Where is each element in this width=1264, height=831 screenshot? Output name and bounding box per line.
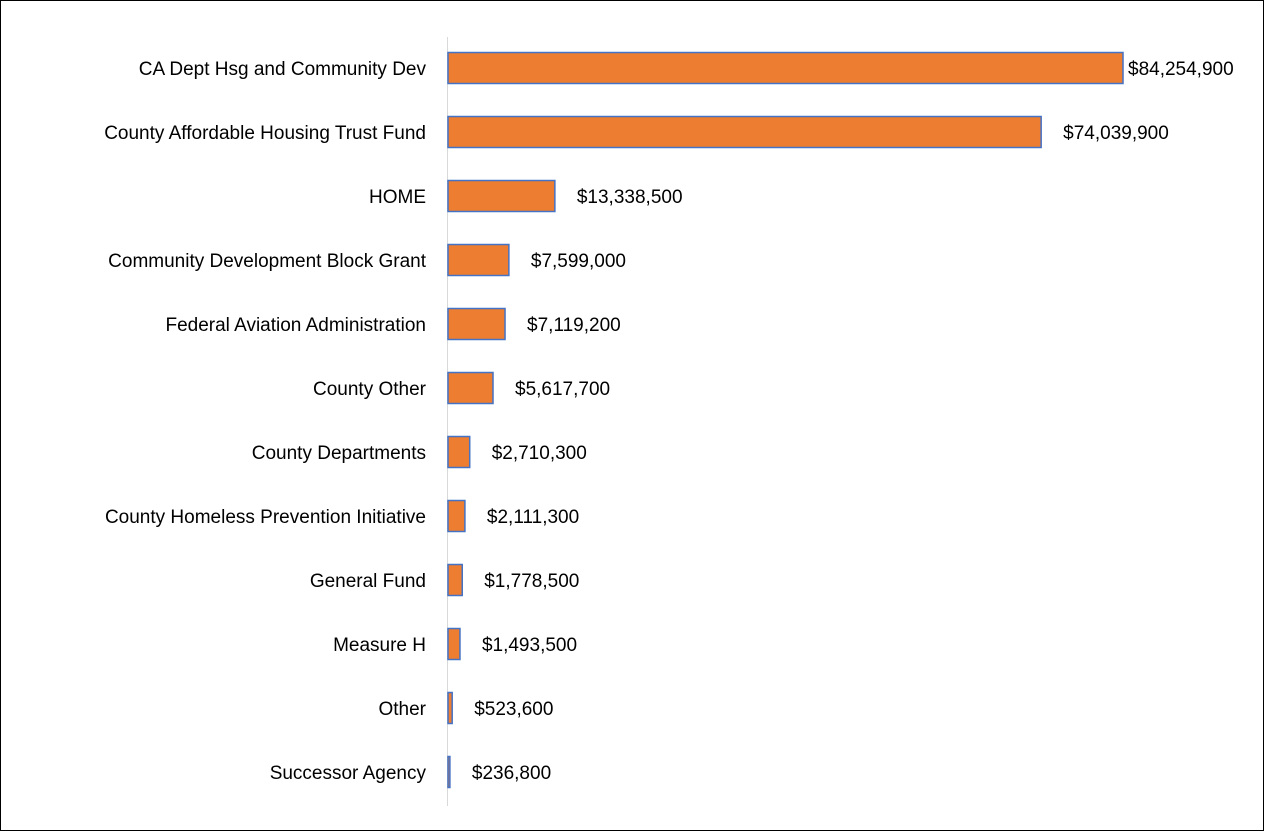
bars-layer xyxy=(447,51,1124,789)
value-label: $2,710,300 xyxy=(492,443,587,464)
bar-9 xyxy=(447,627,461,661)
bar-2 xyxy=(447,179,556,213)
category-label: Measure H xyxy=(333,635,426,656)
value-label: $84,254,900 xyxy=(1128,59,1234,80)
bar-8 xyxy=(447,563,463,597)
bar-3 xyxy=(447,243,510,277)
bar-10 xyxy=(447,691,453,725)
value-label: $236,800 xyxy=(472,763,551,784)
category-label: County Homeless Prevention Initiative xyxy=(105,507,426,528)
value-label: $74,039,900 xyxy=(1063,123,1169,144)
value-label: $1,493,500 xyxy=(482,635,577,656)
bar-0 xyxy=(447,51,1124,85)
category-label: Community Development Block Grant xyxy=(108,251,427,272)
bar-7 xyxy=(447,499,466,533)
value-label: $523,600 xyxy=(474,699,553,720)
category-label: County Other xyxy=(313,379,427,400)
value-label: $1,778,500 xyxy=(484,571,579,592)
category-label: Federal Aviation Administration xyxy=(165,315,426,336)
bar-5 xyxy=(447,371,494,405)
category-labels: CA Dept Hsg and Community Dev County Affo… xyxy=(104,59,427,784)
bar-4 xyxy=(447,307,506,341)
value-label: $7,599,000 xyxy=(531,251,626,272)
value-label: $2,111,300 xyxy=(487,507,579,528)
value-label: $5,617,700 xyxy=(515,379,610,400)
category-label: CA Dept Hsg and Community Dev xyxy=(139,59,427,80)
bar-6 xyxy=(447,435,471,469)
category-label: Other xyxy=(378,699,426,720)
category-label: Successor Agency xyxy=(270,763,427,784)
category-label: County Departments xyxy=(252,443,426,464)
bar-11 xyxy=(447,755,451,789)
category-label: General Fund xyxy=(310,571,426,592)
value-label: $13,338,500 xyxy=(577,187,683,208)
category-label: County Affordable Housing Trust Fund xyxy=(104,123,426,144)
value-label: $7,119,200 xyxy=(527,315,621,336)
value-labels: $84,254,900 $74,039,900 $13,338,500 $7,599,… xyxy=(472,59,1234,784)
bar-1 xyxy=(447,115,1042,149)
category-label: HOME xyxy=(369,187,426,208)
